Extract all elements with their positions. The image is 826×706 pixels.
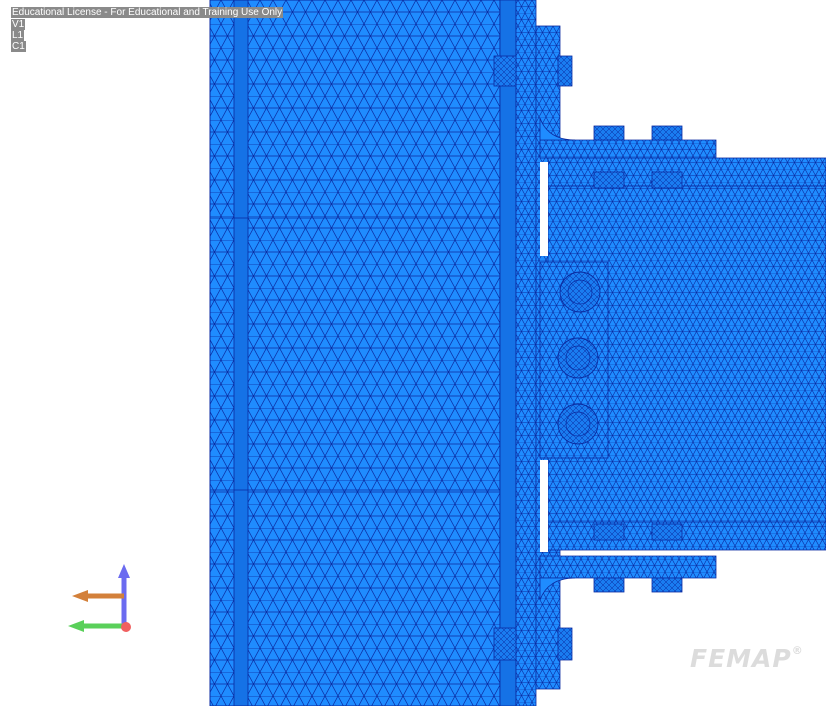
beam-bottom-flange[interactable] [539,521,826,601]
web-bolts[interactable] [557,271,601,445]
flange-bolts-bottom[interactable] [593,523,683,593]
bolt-bottom[interactable] [493,627,573,661]
license-banner: Educational License - For Educational an… [11,7,284,18]
beam-top-flange[interactable] [539,117,826,187]
flange-bolts-top[interactable] [593,125,683,189]
bolt-top[interactable] [493,55,573,87]
brand-name: FEMAP [690,644,792,673]
brand-mark: ® [791,644,804,657]
csys-id-label: C1 [11,41,26,52]
brand-logo: FEMAP® [690,644,804,673]
column-section[interactable] [209,0,501,706]
layer-id-label: L1 [11,30,25,41]
column-flange[interactable] [499,0,537,706]
coordinate-axes-icon[interactable] [60,560,150,640]
view-id-label: V1 [11,19,26,30]
